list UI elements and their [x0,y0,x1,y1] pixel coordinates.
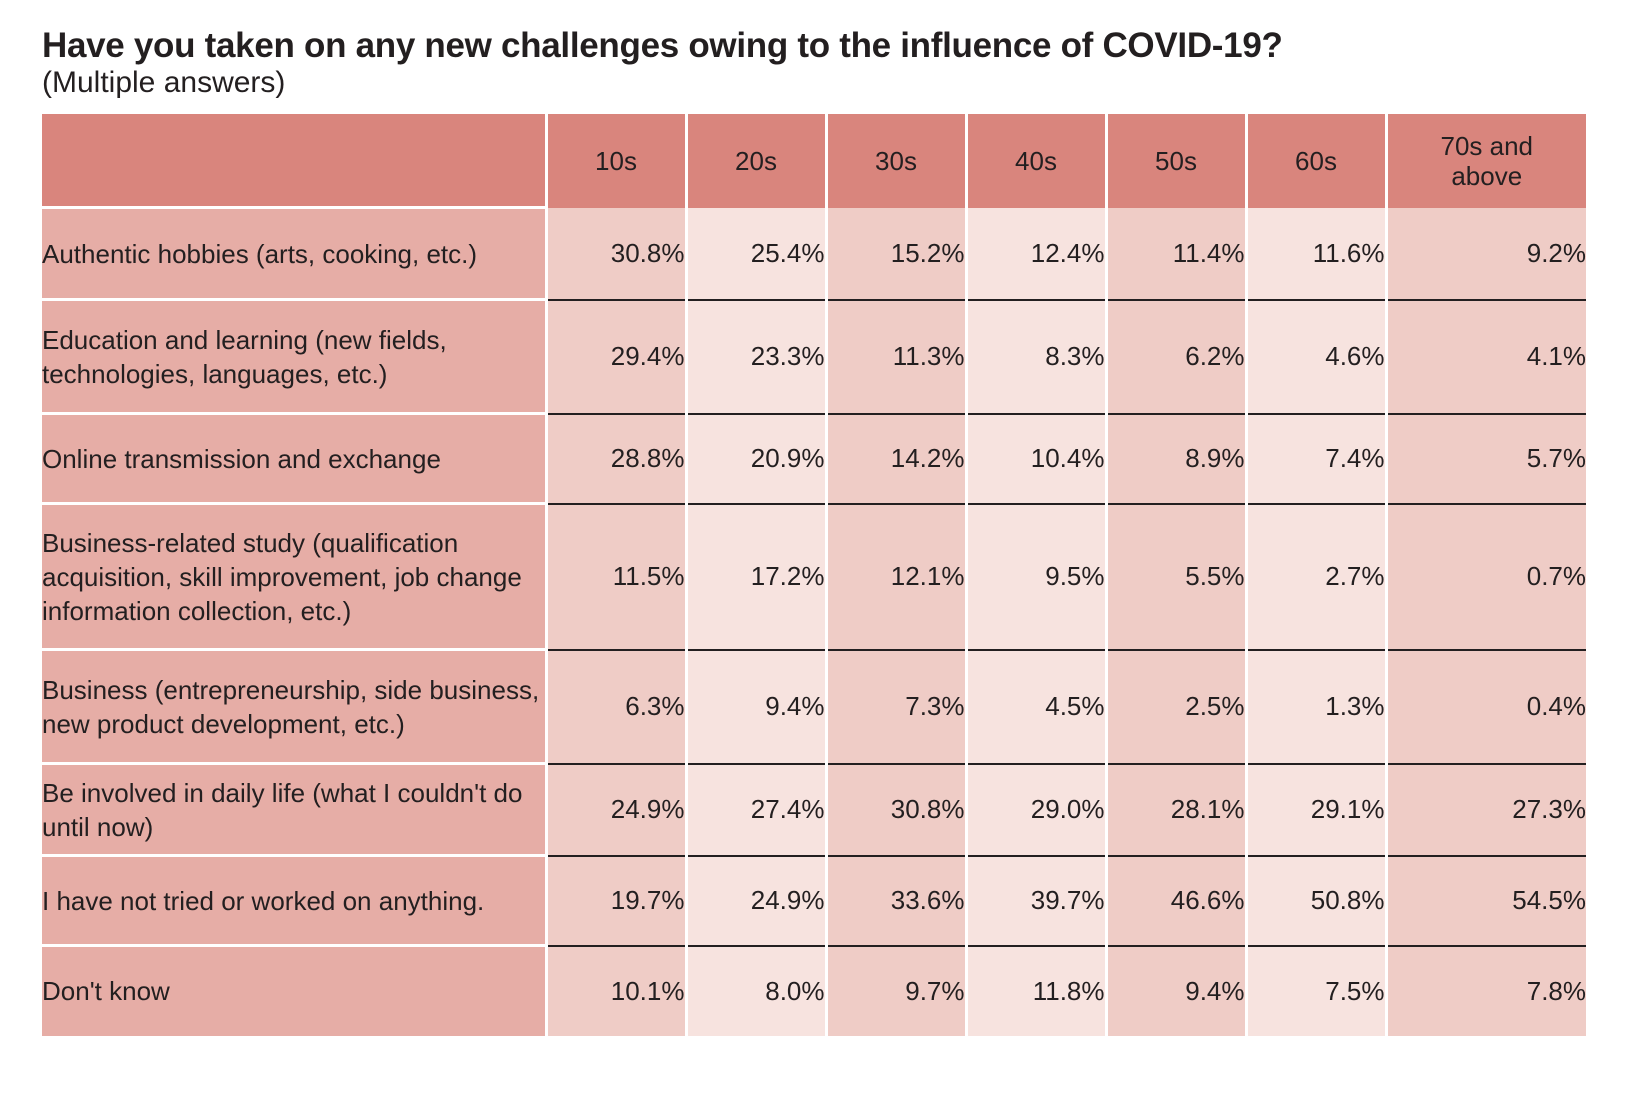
value-cell: 30.8% [544,207,686,301]
value-cell: 23.3% [684,299,826,415]
value-cell: 12.1% [824,503,966,651]
value-cell: 28.1% [1104,763,1246,857]
row-label: Business-related study (qualification ac… [42,502,546,651]
value-cell: 29.1% [1244,763,1386,857]
column-header: 60s [1244,114,1386,208]
value-cell: 5.7% [1384,413,1586,505]
value-cell: 14.2% [824,413,966,505]
row-label: Authentic hobbies (arts, cooking, etc.) [42,206,546,301]
row-label: Don't know [42,944,546,1036]
value-cell: 11.4% [1104,207,1246,301]
chart-title: Have you taken on any new challenges owi… [42,26,1283,65]
value-cell: 50.8% [1244,855,1386,947]
value-cell: 39.7% [964,855,1106,947]
value-cell: 8.9% [1104,413,1246,505]
table-row: Authentic hobbies (arts, cooking, etc.) 3… [42,206,1586,301]
value-cell: 11.6% [1244,207,1386,301]
value-cell: 7.4% [1244,413,1386,505]
row-label: Business (entrepreneurship, side busines… [42,648,546,765]
table-row: I have not tried or worked on anything. 1… [42,854,1586,947]
value-cell: 15.2% [824,207,966,301]
header-row: 10s 20s 30s 40s 50s 60s 70s and above [42,114,1586,208]
value-cell: 9.2% [1384,207,1586,301]
column-header: 30s [824,114,966,208]
value-cell: 24.9% [684,855,826,947]
table-row: Business-related study (qualification ac… [42,502,1586,651]
value-cell: 27.3% [1384,763,1586,857]
value-cell: 46.6% [1104,855,1246,947]
value-cell: 6.3% [544,649,686,765]
table-row: Online transmission and exchange 28.8% 20.… [42,412,1586,505]
column-header: 10s [544,114,686,208]
column-header: 20s [684,114,826,208]
chart-subtitle: (Multiple answers) [42,66,286,99]
row-label: Be involved in daily life (what I couldn… [42,762,546,857]
value-cell: 10.1% [544,945,686,1036]
row-label: Online transmission and exchange [42,412,546,505]
value-cell: 7.5% [1244,945,1386,1036]
value-cell: 29.0% [964,763,1106,857]
table-row: Education and learning (new fields, tech… [42,298,1586,415]
value-cell: 9.4% [1104,945,1246,1036]
results-table: 10s 20s 30s 40s 50s 60s 70s and above Au… [42,114,1586,1036]
value-cell: 7.3% [824,649,966,765]
value-cell: 30.8% [824,763,966,857]
value-cell: 5.5% [1104,503,1246,651]
value-cell: 4.6% [1244,299,1386,415]
value-cell: 28.8% [544,413,686,505]
value-cell: 9.5% [964,503,1106,651]
value-cell: 1.3% [1244,649,1386,765]
column-header: 40s [964,114,1106,208]
value-cell: 54.5% [1384,855,1586,947]
value-cell: 11.8% [964,945,1106,1036]
value-cell: 8.0% [684,945,826,1036]
table-body: Authentic hobbies (arts, cooking, etc.) 3… [42,206,1586,1036]
value-cell: 6.2% [1104,299,1246,415]
value-cell: 27.4% [684,763,826,857]
value-cell: 4.5% [964,649,1106,765]
value-cell: 9.7% [824,945,966,1036]
value-cell: 2.7% [1244,503,1386,651]
value-cell: 33.6% [824,855,966,947]
value-cell: 0.7% [1384,503,1586,651]
value-cell: 11.3% [824,299,966,415]
value-cell: 8.3% [964,299,1106,415]
value-cell: 19.7% [544,855,686,947]
value-cell: 24.9% [544,763,686,857]
value-cell: 4.1% [1384,299,1586,415]
table-row: Business (entrepreneurship, side busines… [42,648,1586,765]
value-cell: 29.4% [544,299,686,415]
row-label: I have not tried or worked on anything. [42,854,546,947]
row-label: Education and learning (new fields, tech… [42,298,546,415]
value-cell: 12.4% [964,207,1106,301]
value-cell: 7.8% [1384,945,1586,1036]
value-cell: 0.4% [1384,649,1586,765]
column-header: 50s [1104,114,1246,208]
column-header: 70s and above [1384,114,1586,208]
value-cell: 2.5% [1104,649,1246,765]
value-cell: 17.2% [684,503,826,651]
value-cell: 9.4% [684,649,826,765]
corner-cell [42,114,546,208]
value-cell: 25.4% [684,207,826,301]
table-row: Be involved in daily life (what I couldn… [42,762,1586,857]
value-cell: 11.5% [544,503,686,651]
value-cell: 10.4% [964,413,1106,505]
table-row: Don't know 10.1% 8.0% 9.7% 11.8% 9.4% 7.5% 7.8% [42,944,1586,1036]
value-cell: 20.9% [684,413,826,505]
